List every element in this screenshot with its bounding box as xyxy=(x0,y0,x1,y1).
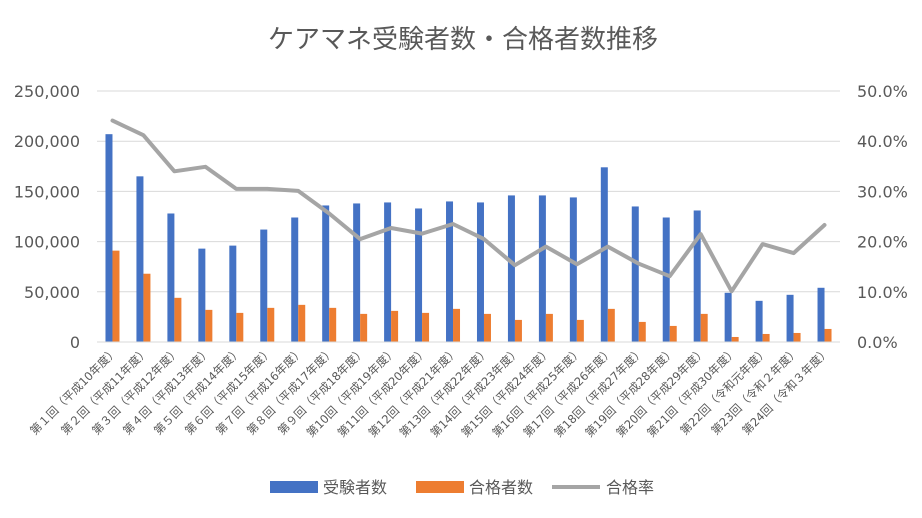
bar-examinees xyxy=(415,208,423,342)
category-labels: 第１回（平成10年度）第２回（平成11年度）第３回（平成12年度）第４回（平成1… xyxy=(27,344,832,440)
bar-examinees xyxy=(693,210,701,342)
bar-examinees xyxy=(569,197,577,342)
bar-passers xyxy=(453,308,461,342)
bar-examinees xyxy=(198,248,206,342)
legend-swatch-passers xyxy=(416,481,464,493)
bar-passers xyxy=(267,307,275,342)
rate-line-series xyxy=(110,118,827,294)
bar-passers xyxy=(112,250,120,342)
bar-examinees xyxy=(446,201,454,342)
bar-examinees xyxy=(786,294,794,342)
bar-passers xyxy=(483,313,491,342)
bar-examinees xyxy=(600,167,608,342)
bar-passers xyxy=(576,319,584,342)
right-axis-ticks: 0.0% 10.0% 20.0% 30.0% 40.0% 50.0% xyxy=(857,82,908,352)
right-tick-label: 40.0% xyxy=(857,132,908,151)
bar-examinees xyxy=(662,217,670,342)
bar-examinees xyxy=(631,206,639,342)
bar-passers xyxy=(391,310,399,342)
right-tick-label: 0.0% xyxy=(857,333,898,352)
left-tick-label: 50,000 xyxy=(24,283,80,302)
legend-swatch-examinees xyxy=(270,481,318,493)
bar-examinees xyxy=(353,203,361,342)
bar-passers xyxy=(298,304,306,342)
bar-passers xyxy=(329,307,337,342)
right-tick-label: 30.0% xyxy=(857,182,908,201)
bar-examinees xyxy=(260,229,268,342)
bar-passers xyxy=(731,336,739,342)
left-tick-label: 250,000 xyxy=(14,82,80,101)
left-tick-label: 150,000 xyxy=(14,182,80,201)
right-tick-label: 50.0% xyxy=(857,82,908,101)
bar-passers xyxy=(793,332,801,342)
left-tick-label: 0 xyxy=(70,333,80,352)
right-tick-label: 20.0% xyxy=(857,233,908,252)
bar-passers xyxy=(236,312,244,342)
left-axis-ticks: 0 50,000 100,000 150,000 200,000 250,000 xyxy=(14,82,80,352)
bar-examinees xyxy=(322,205,330,342)
legend-label: 合格率 xyxy=(606,478,654,497)
bar-examinees xyxy=(755,300,763,342)
bar-examinees xyxy=(105,134,113,342)
bar-examinees xyxy=(724,292,732,342)
legend: 受験者数 合格者数 合格率 xyxy=(270,478,654,497)
bar-examinees xyxy=(229,245,237,342)
bar-passers xyxy=(422,312,430,342)
bar-series xyxy=(105,134,832,342)
right-tick-label: 10.0% xyxy=(857,283,908,302)
bar-passers xyxy=(607,308,615,342)
bar-passers xyxy=(360,313,368,342)
gridlines xyxy=(97,90,840,293)
bar-passers xyxy=(638,321,646,342)
left-tick-label: 100,000 xyxy=(14,233,80,252)
bar-passers xyxy=(174,297,182,342)
bar-examinees xyxy=(507,195,515,342)
bar-passers xyxy=(700,313,708,342)
bar-examinees xyxy=(476,202,484,342)
chart-title: ケアマネ受験者数・合格者数推移 xyxy=(268,25,658,55)
legend-label: 受験者数 xyxy=(323,478,387,497)
bar-passers xyxy=(762,333,770,342)
bar-examinees xyxy=(384,202,392,342)
left-tick-label: 200,000 xyxy=(14,132,80,151)
bar-examinees xyxy=(167,213,175,342)
bar-passers xyxy=(669,325,677,342)
bar-passers xyxy=(545,313,553,342)
bar-passers xyxy=(143,273,151,342)
bar-passers xyxy=(514,319,522,342)
bar-passers xyxy=(205,309,213,342)
legend-label: 合格者数 xyxy=(469,478,533,497)
pass-rate-line xyxy=(110,118,827,294)
bar-passers xyxy=(824,328,832,342)
bar-examinees xyxy=(291,217,299,342)
bar-examinees xyxy=(538,195,546,342)
bar-examinees xyxy=(817,287,825,342)
bar-examinees xyxy=(136,176,144,342)
